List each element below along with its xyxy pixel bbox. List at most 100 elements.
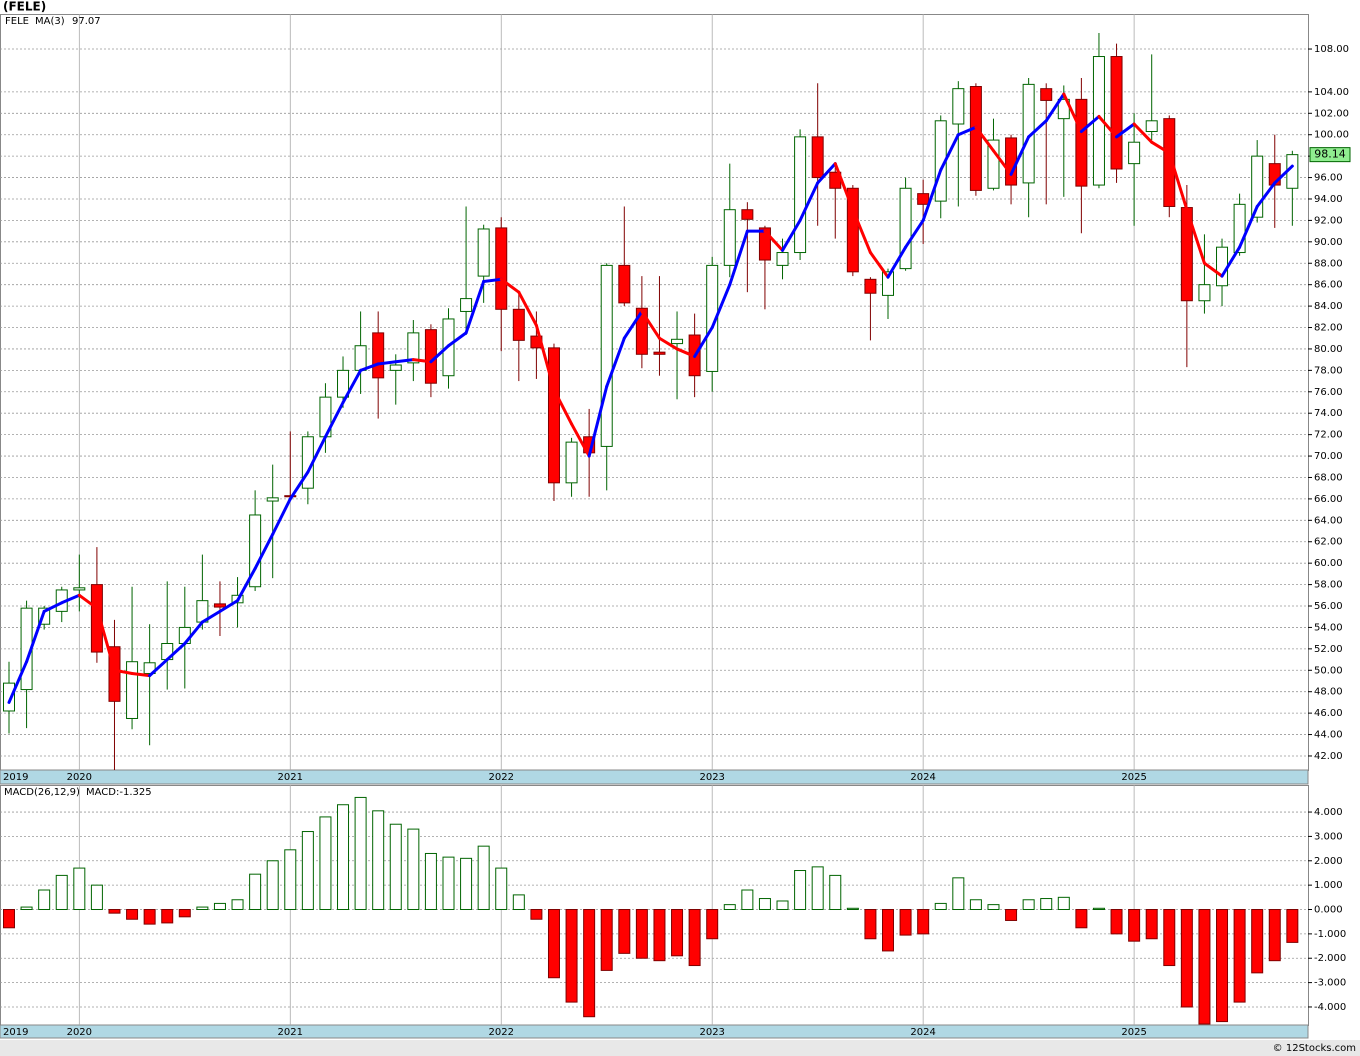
- y-tick-label: 58.00: [1314, 580, 1343, 591]
- macd-bar: [811, 866, 824, 911]
- macd-bar: [495, 867, 508, 911]
- ma-line: [991, 149, 1013, 176]
- candle-body: [477, 228, 490, 277]
- ma-line: [1167, 151, 1189, 212]
- macd-bar: [1128, 909, 1141, 942]
- ma-line: [42, 601, 64, 613]
- ma-line: [1062, 92, 1083, 134]
- candle-body: [407, 332, 420, 364]
- macd-bar: [512, 894, 525, 911]
- candle-body: [969, 86, 982, 191]
- y-tick-label: 78.00: [1314, 365, 1343, 376]
- candle-body: [266, 497, 279, 502]
- ma-line: [323, 400, 345, 439]
- legend-ma: MA(3): [35, 16, 65, 27]
- ma-line: [868, 251, 890, 279]
- y-tick-label: 86.00: [1314, 280, 1343, 291]
- macd-bar: [284, 849, 297, 911]
- y-tick-label: 50.00: [1314, 665, 1343, 676]
- macd-bar: [1057, 896, 1070, 911]
- macd-bar: [108, 909, 121, 914]
- macd-bar: [372, 810, 385, 911]
- x-tick-label: 2024: [910, 1027, 935, 1038]
- candle-body: [618, 264, 631, 304]
- plot-area: [0, 14, 1309, 771]
- macd-bar: [3, 909, 15, 929]
- macd-bar: [55, 874, 68, 911]
- candle-body: [653, 351, 666, 355]
- ma-line: [675, 347, 697, 358]
- ma-line: [499, 277, 521, 294]
- x-tick-label: 2020: [67, 1027, 92, 1038]
- macd-bar: [301, 831, 314, 911]
- y-tick-label: 60.00: [1314, 558, 1343, 569]
- ma-line: [60, 593, 81, 605]
- candle-body: [846, 187, 859, 273]
- ma-line: [447, 331, 468, 348]
- ma-line: [552, 388, 574, 426]
- candle-body: [565, 441, 578, 484]
- macd-bar: [1251, 909, 1264, 974]
- y-tick-label: 0.000: [1314, 905, 1343, 916]
- ma-line: [7, 660, 29, 704]
- marks: [3, 32, 1299, 770]
- macd-bar: [20, 906, 33, 911]
- candle-body: [600, 264, 613, 447]
- ma-line: [429, 344, 450, 364]
- ma-line: [781, 218, 802, 252]
- x-tick-label: 2022: [489, 1027, 514, 1038]
- y-tick-label: 104.00: [1314, 87, 1349, 98]
- y-tick-label: 108.00: [1314, 44, 1349, 55]
- ma-line: [640, 309, 661, 340]
- y-tick-label: 42.00: [1314, 751, 1343, 762]
- candle-body: [706, 264, 719, 372]
- chart-title: (FELE): [3, 0, 46, 14]
- macd-bar: [1286, 909, 1299, 943]
- y-tick-label: 68.00: [1314, 472, 1343, 483]
- ma-line: [218, 599, 240, 613]
- macd-bar: [1268, 909, 1281, 962]
- macd-bar: [653, 909, 666, 962]
- candle-body: [899, 187, 912, 270]
- y-tick-label: 88.00: [1314, 258, 1343, 269]
- last-price-box: [1309, 147, 1351, 163]
- macd-bar: [583, 909, 596, 1018]
- y-tick-label: 4.000: [1314, 807, 1343, 818]
- macd-bar: [688, 909, 701, 967]
- candle-body: [108, 646, 121, 702]
- ma-line: [1115, 122, 1136, 139]
- macd-bar: [758, 898, 771, 911]
- y-tick-label: 72.00: [1314, 430, 1343, 441]
- ma-line: [921, 168, 943, 222]
- x-tick-label: 2021: [278, 1027, 303, 1038]
- x-tick-label: 2020: [67, 772, 92, 783]
- candle-body: [38, 607, 51, 625]
- y-tick-label: 1.000: [1314, 880, 1343, 891]
- ma-line: [183, 620, 204, 646]
- ma-line: [165, 642, 187, 662]
- ma-line: [939, 133, 960, 172]
- candle-body: [495, 227, 508, 310]
- ma-line: [974, 125, 995, 153]
- macd-bar: [354, 796, 367, 911]
- macd-bar: [407, 828, 420, 911]
- macd-bar: [1145, 909, 1158, 940]
- candle-body: [249, 514, 262, 588]
- x-tick-label: 2022: [489, 772, 514, 783]
- ma-line: [1220, 245, 1242, 278]
- ma-line: [482, 277, 503, 283]
- ma-line: [288, 470, 310, 501]
- ma-line: [728, 229, 749, 287]
- macd-bar: [635, 909, 648, 959]
- y-tick-label: 66.00: [1314, 494, 1343, 505]
- macd-bar: [460, 857, 473, 911]
- candle-body: [723, 209, 736, 266]
- y-tick-label: 84.00: [1314, 301, 1343, 312]
- y-tick-label: 100.00: [1314, 130, 1349, 141]
- ma-line: [1273, 164, 1294, 185]
- ma-line: [376, 360, 398, 366]
- candle-body: [1163, 118, 1176, 207]
- y-tick-label: -1.000: [1314, 929, 1346, 940]
- y-tick-label: 56.00: [1314, 601, 1343, 612]
- x-tick-label: 2023: [699, 1027, 724, 1038]
